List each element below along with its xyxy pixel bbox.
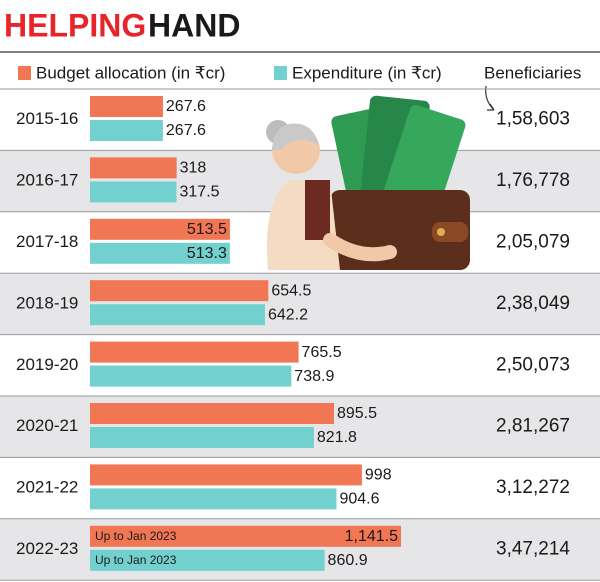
value-label: 998 — [365, 467, 392, 484]
bar — [90, 549, 325, 571]
value-label: 513.5 — [187, 221, 227, 238]
value-label: 895.5 — [337, 405, 377, 422]
value-label: 317.5 — [180, 184, 220, 201]
value-label: 318 — [180, 160, 207, 177]
category-label: 2021-22 — [16, 478, 78, 497]
bar — [90, 304, 265, 326]
bar — [90, 525, 401, 547]
bar — [90, 341, 299, 363]
bar-note: Up to Jan 2023 — [95, 529, 177, 543]
value-label: 513.3 — [187, 245, 227, 262]
value-label: 904.6 — [339, 491, 379, 508]
beneficiaries-value: 2,05,079 — [496, 232, 570, 253]
value-label: 642.2 — [268, 306, 308, 323]
beneficiaries-value: 3,12,272 — [496, 477, 570, 498]
bar — [90, 218, 230, 240]
bar — [90, 181, 177, 203]
value-label: 267.6 — [166, 98, 206, 115]
legend-label: Budget allocation (in ₹cr) — [36, 63, 225, 82]
chart-title: HELPING — [4, 7, 146, 43]
arrow — [485, 85, 495, 111]
category-label: 2019-20 — [16, 355, 78, 374]
value-label: 765.5 — [302, 344, 342, 361]
bar — [90, 96, 163, 117]
category-label: 2018-19 — [16, 293, 78, 312]
value-label: 860.9 — [328, 552, 368, 569]
bar — [90, 157, 177, 179]
chart-title: HAND — [148, 7, 240, 43]
beneficiaries-value: 2,50,073 — [496, 354, 570, 375]
category-label: 2015-16 — [16, 109, 78, 128]
bar — [90, 242, 230, 264]
category-label: 2017-18 — [16, 232, 78, 251]
legend-swatch — [274, 66, 287, 80]
category-label: 2020-21 — [16, 416, 78, 435]
value-label: 654.5 — [271, 282, 311, 299]
bar — [90, 464, 362, 486]
beneficiaries-value: 1,58,603 — [496, 109, 570, 130]
bar — [90, 427, 314, 448]
illustration — [266, 95, 470, 270]
bar — [90, 280, 269, 302]
bar — [90, 488, 337, 510]
bar-note: Up to Jan 2023 — [95, 553, 177, 567]
bar — [90, 365, 292, 387]
beneficiaries-value: 1,76,778 — [496, 170, 570, 191]
category-label: 2016-17 — [16, 171, 78, 190]
bar — [90, 403, 334, 424]
legend-label: Expenditure (in ₹cr) — [292, 63, 442, 82]
beneficiaries-value: 2,81,267 — [496, 416, 570, 437]
column-header: Beneficiaries — [484, 63, 581, 82]
bar — [90, 120, 163, 141]
category-label: 2022-23 — [16, 539, 78, 558]
legend-swatch — [18, 66, 31, 80]
beneficiaries-value: 3,47,214 — [496, 539, 570, 560]
beneficiaries-value: 2,38,049 — [496, 293, 570, 314]
value-label: 821.8 — [317, 429, 357, 446]
value-label: 267.6 — [166, 122, 206, 139]
value-label: 738.9 — [294, 368, 334, 385]
value-label: 1,141.5 — [345, 528, 398, 545]
